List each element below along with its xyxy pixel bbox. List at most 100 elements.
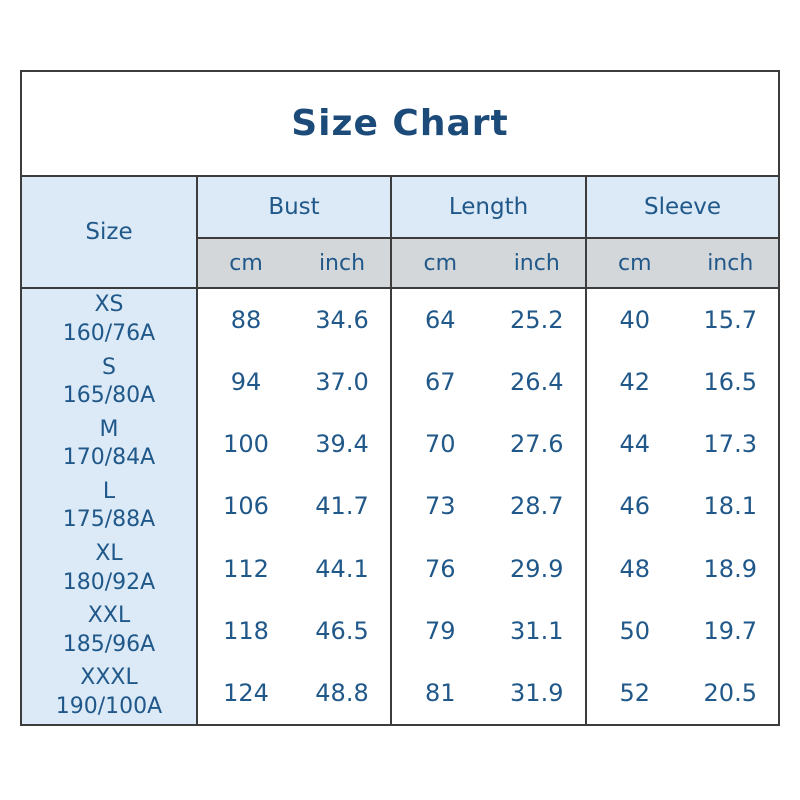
size-label: L [102,478,116,504]
bust-inch-value: 37.0 [315,368,369,397]
bust-values-cell: 118 46.5 [198,599,392,662]
length-units-header: cm inch [392,239,587,289]
size-spec-label: 175/88A [62,507,156,533]
bust-group-header: Bust [198,177,392,239]
sleeve-values-cell: 42 16.5 [587,351,778,413]
size-column-header: Size [22,177,198,289]
bust-cm-value: 112 [223,554,269,583]
length-cm-value: 79 [424,616,456,645]
bust-cm-value: 100 [223,430,269,459]
bust-inch-value: 48.8 [315,678,369,707]
bust-cm-value: 106 [223,492,269,521]
length-cm-value: 73 [424,492,456,521]
sleeve-inch-value: 18.1 [703,492,757,521]
bust-inch-value: 41.7 [315,492,369,521]
sleeve-cm-value: 52 [619,678,651,707]
size-spec-label: 185/96A [62,631,156,657]
size-label: XS [94,292,124,318]
sleeve-inch-value: 20.5 [703,678,757,707]
bust-cm-value: 94 [230,368,262,397]
bust-inch-value: 44.1 [315,554,369,583]
length-values-cell: 73 28.7 [392,475,587,538]
size-spec-label: 165/80A [62,383,156,409]
size-cell: XXXL 190/100A [22,661,198,724]
sleeve-group-header: Sleeve [587,177,778,239]
length-cm-value: 81 [424,678,456,707]
bust-cm-header: cm [229,250,263,276]
size-chart-title: Size Chart [22,72,778,177]
size-cell: M 170/84A [22,413,198,476]
length-inch-value: 27.6 [510,430,564,459]
length-inch-value: 25.2 [510,306,564,335]
size-label: XXL [87,603,131,629]
length-values-cell: 70 27.6 [392,413,587,476]
sleeve-inch-value: 18.9 [703,554,757,583]
sleeve-values-cell: 50 19.7 [587,600,778,662]
size-label: XXXL [80,665,138,691]
size-chart-table: Size Chart Size Bust Length Sleeve cm in… [20,70,780,726]
length-inch-value: 29.9 [510,554,564,583]
sleeve-cm-header: cm [617,250,652,276]
sleeve-cm-value: 42 [619,368,651,397]
length-cm-value: 67 [424,368,456,397]
length-inch-header: inch [513,250,560,276]
sleeve-inch-value: 17.3 [703,430,757,459]
size-cell: L 175/88A [22,475,198,538]
length-values-cell: 76 29.9 [392,537,587,600]
sleeve-values-cell: 48 18.9 [587,538,778,600]
size-spec-label: 190/100A [55,693,163,719]
bust-values-cell: 112 44.1 [198,537,392,600]
sleeve-inch-value: 16.5 [703,368,757,397]
length-cm-value: 64 [424,306,456,335]
sleeve-values-cell: 40 15.7 [587,289,778,351]
length-values-cell: 67 26.4 [392,351,587,414]
bust-cm-value: 88 [230,306,262,335]
size-spec-label: 160/76A [62,321,156,347]
bust-inch-value: 39.4 [315,430,369,459]
size-spec-label: 170/84A [62,445,156,471]
length-inch-value: 31.1 [510,616,564,645]
length-group-header: Length [392,177,587,239]
length-values-cell: 64 25.2 [392,289,587,352]
sleeve-units-header: cm inch [587,239,778,289]
length-cm-value: 70 [424,430,456,459]
bust-cm-value: 118 [223,616,269,645]
length-cm-value: 76 [424,554,456,583]
sleeve-inch-header: inch [707,250,754,276]
bust-units-header: cm inch [198,239,392,289]
sleeve-values-cell: 52 20.5 [587,662,778,724]
sleeve-cm-value: 44 [619,430,651,459]
size-label: S [102,354,116,380]
bust-values-cell: 124 48.8 [198,661,392,724]
sleeve-inch-value: 19.7 [703,616,757,645]
bust-inch-header: inch [318,250,366,276]
sleeve-cm-value: 48 [619,554,651,583]
sleeve-cm-value: 40 [619,306,651,335]
sleeve-inch-value: 15.7 [703,306,757,335]
size-cell: S 165/80A [22,351,198,414]
bust-cm-value: 124 [223,678,269,707]
size-spec-label: 180/92A [62,569,156,595]
bust-values-cell: 106 41.7 [198,475,392,538]
size-cell: XXL 185/96A [22,599,198,662]
size-cell: XL 180/92A [22,537,198,600]
bust-inch-value: 46.5 [315,616,369,645]
size-label: XL [95,541,123,567]
sleeve-cm-value: 50 [619,616,651,645]
length-values-cell: 79 31.1 [392,599,587,662]
sleeve-cm-value: 46 [619,492,651,521]
length-inch-value: 26.4 [510,368,564,397]
bust-values-cell: 88 34.6 [198,289,392,352]
length-cm-header: cm [423,250,458,276]
sleeve-values-cell: 46 18.1 [587,475,778,537]
length-inch-value: 28.7 [510,492,564,521]
bust-inch-value: 34.6 [315,306,369,335]
sleeve-values-cell: 44 17.3 [587,413,778,475]
bust-values-cell: 94 37.0 [198,351,392,414]
length-values-cell: 81 31.9 [392,661,587,724]
bust-values-cell: 100 39.4 [198,413,392,476]
size-label: M [99,416,119,442]
length-inch-value: 31.9 [510,678,564,707]
size-cell: XS 160/76A [22,289,198,352]
